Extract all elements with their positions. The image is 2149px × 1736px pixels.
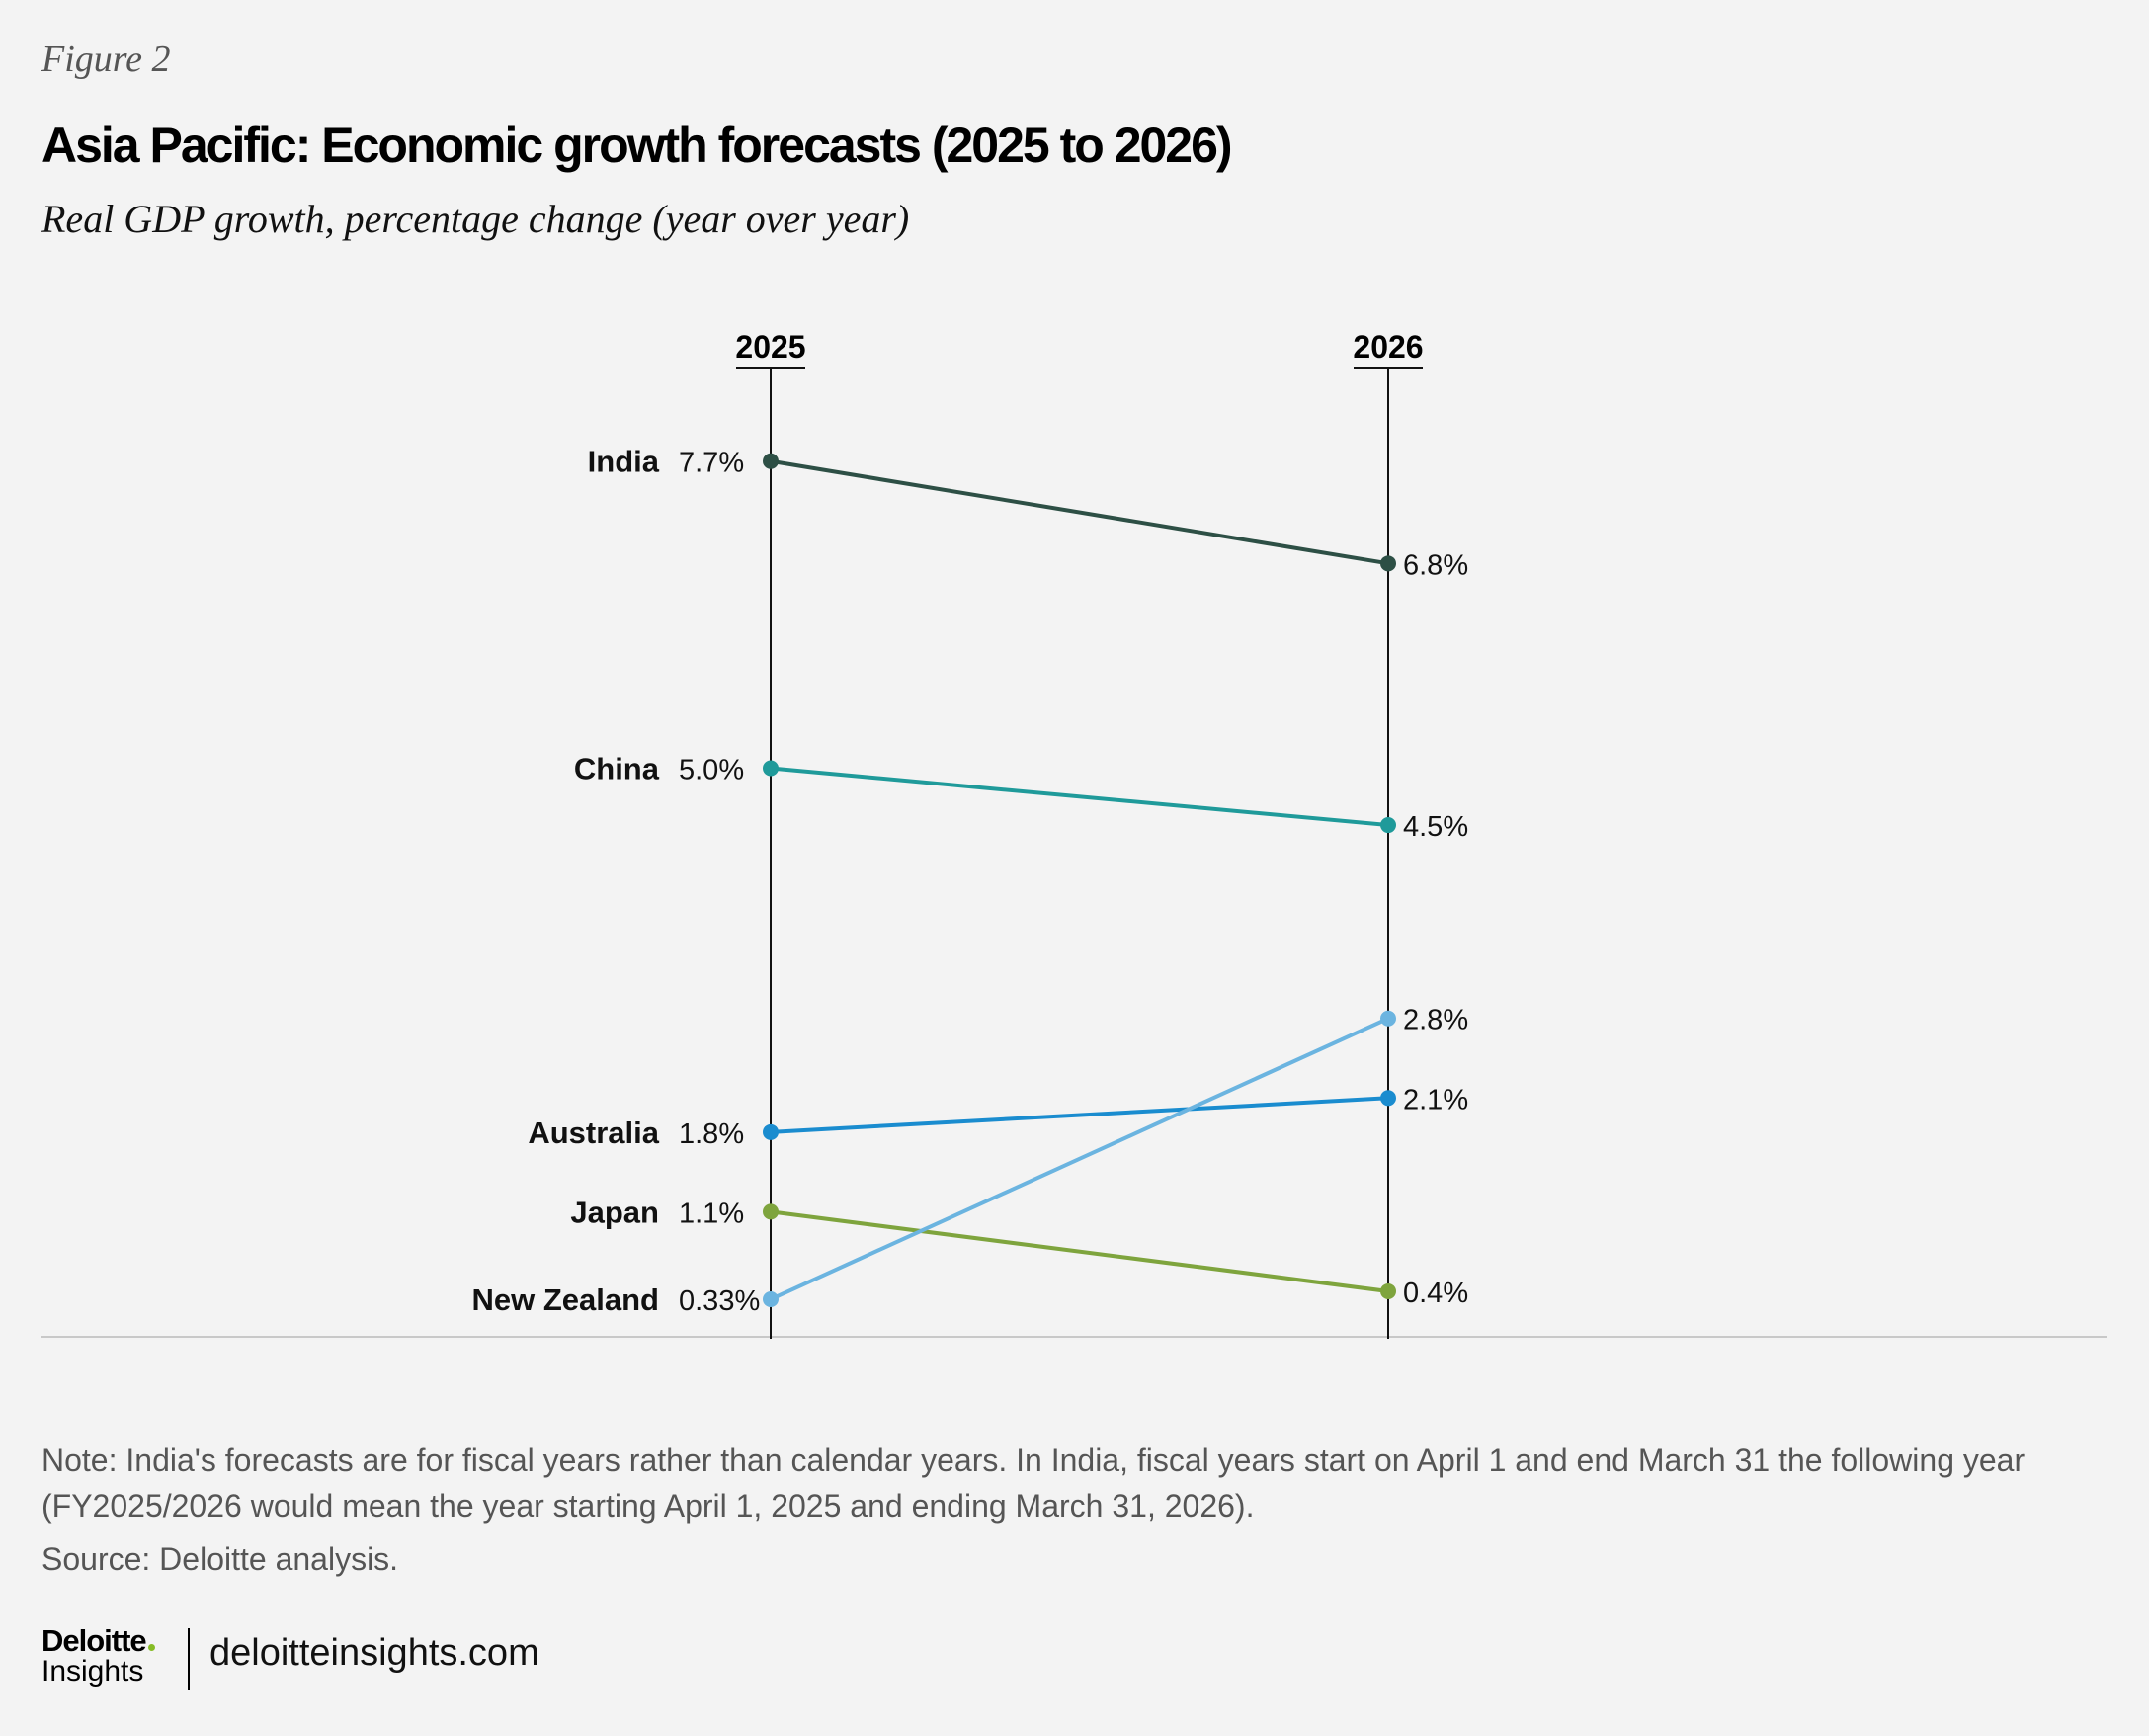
value-label-new-zealand-2026: 2.8% — [1403, 1005, 1468, 1036]
data-point-australia-2025 — [763, 1123, 779, 1140]
series-line-australia — [770, 1096, 1389, 1134]
logo-deloitte: Deloitte — [41, 1623, 147, 1658]
country-label-india: India — [588, 445, 660, 479]
data-point-india-2025 — [763, 453, 779, 469]
data-point-new-zealand-2025 — [763, 1291, 779, 1308]
series-line-japan — [770, 1209, 1389, 1293]
logo-insights: Insights — [41, 1655, 144, 1688]
country-label-china: China — [574, 752, 660, 786]
series-line-china — [770, 766, 1389, 828]
logo-divider — [188, 1628, 190, 1690]
country-label-new-zealand: New Zealand — [472, 1282, 660, 1317]
data-point-new-zealand-2026 — [1380, 1010, 1396, 1027]
chart-note: Note: India's forecasts are for fiscal y… — [41, 1443, 2025, 1524]
series-line-new-zealand — [770, 1016, 1389, 1301]
data-point-japan-2025 — [763, 1203, 779, 1220]
value-label-new-zealand-2025: 0.33% — [679, 1285, 760, 1317]
value-label-japan-2026: 0.4% — [1403, 1278, 1468, 1309]
value-label-china-2025: 5.0% — [679, 755, 744, 786]
series-line-india — [770, 458, 1389, 566]
axis-header-2026: 2026 — [1353, 329, 1423, 365]
country-label-japan: Japan — [570, 1195, 659, 1229]
axis-header-2025: 2025 — [735, 329, 805, 365]
site-url[interactable]: deloitteinsights.com — [209, 1632, 539, 1674]
data-point-india-2026 — [1380, 555, 1396, 572]
data-point-china-2025 — [763, 760, 779, 777]
value-label-japan-2025: 1.1% — [679, 1198, 744, 1229]
data-point-australia-2026 — [1380, 1090, 1396, 1107]
data-point-japan-2026 — [1380, 1282, 1396, 1299]
figure-label: Figure 2 — [41, 39, 171, 80]
value-label-india-2025: 7.7% — [679, 448, 744, 479]
chart-subtitle: Real GDP growth, percentage change (year… — [41, 197, 910, 241]
logo-dot-icon — [147, 1644, 155, 1651]
chart-source: Source: Deloitte analysis. — [41, 1541, 399, 1577]
value-label-china-2026: 4.5% — [1403, 811, 1468, 843]
deloitte-insights-logo: Deloitte Insights — [41, 1625, 155, 1687]
value-label-australia-2026: 2.1% — [1403, 1084, 1468, 1116]
data-point-china-2026 — [1380, 817, 1396, 834]
value-label-india-2026: 6.8% — [1403, 549, 1468, 581]
chart-title: Asia Pacific: Economic growth forecasts … — [41, 118, 1233, 173]
value-label-australia-2025: 1.8% — [679, 1118, 744, 1150]
country-label-australia: Australia — [528, 1116, 659, 1150]
